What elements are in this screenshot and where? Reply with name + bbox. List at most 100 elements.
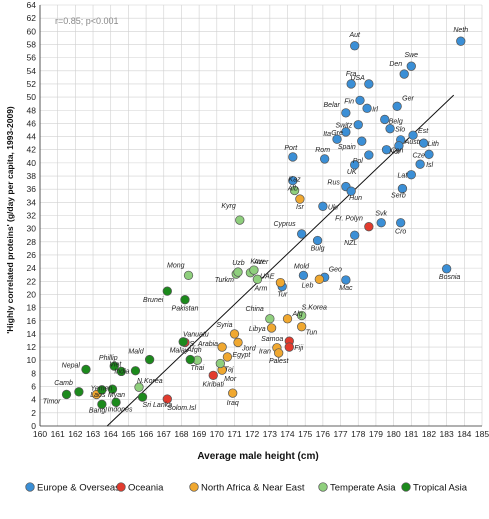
data-point [399, 69, 409, 79]
point-label: Azer [253, 259, 269, 266]
point-label: Uzb [232, 260, 245, 267]
point-label: Kiribati [203, 381, 225, 388]
y-tick-label: 12 [27, 342, 37, 352]
data-point [376, 218, 386, 228]
data-point [74, 387, 84, 397]
y-tick-label: 56 [27, 53, 37, 63]
y-tick-label: 62 [27, 13, 37, 23]
point-label: Sri Lanka [143, 402, 173, 409]
y-tick-label: 6 [31, 382, 36, 392]
point-label: Timor [43, 398, 61, 405]
data-point [319, 154, 330, 164]
y-tick-label: 26 [27, 250, 37, 260]
data-point [208, 370, 218, 380]
tick-labels: 160 161 162 163 164 165 166 167 168 169 170 171 172 1… [27, 0, 489, 439]
legend-label: Temperate Asia [330, 483, 396, 494]
point-label: Port [284, 145, 298, 152]
point-label: Ukr [328, 204, 340, 211]
data-point [396, 218, 406, 228]
point-label: Fiji [294, 345, 303, 352]
data-point [392, 101, 402, 111]
point-label: S. Arabia [190, 341, 219, 348]
point-label: Kyrg [221, 203, 236, 210]
point-label: Viet [109, 361, 122, 368]
point-label: Iran [259, 349, 271, 356]
point-label: Ita [323, 131, 331, 138]
data-point [424, 149, 434, 159]
trendline [106, 94, 455, 427]
data-point [266, 323, 277, 333]
data-point [415, 159, 425, 169]
y-tick-label: 50 [27, 92, 37, 102]
data-point [385, 124, 395, 134]
data-point [215, 358, 225, 369]
x-tick-label: 171 [227, 429, 241, 439]
x-tick-label: 169 [192, 429, 206, 439]
legend-marker [116, 482, 126, 492]
point-label: UAE [260, 274, 275, 281]
data-point [249, 265, 259, 275]
data-point [297, 322, 307, 332]
data-point [185, 354, 195, 365]
point-label: N.Korea [137, 378, 163, 385]
data-point [297, 229, 307, 239]
point-label: Nor [389, 149, 401, 156]
point-label: Arm [253, 285, 267, 292]
y-tick-label: 48 [27, 105, 37, 115]
y-tick-label: 22 [27, 276, 37, 286]
point-label: Swe [404, 52, 418, 59]
x-tick-label: 176 [316, 429, 330, 439]
point-label: Libya [249, 326, 266, 333]
point-label: Svk [375, 211, 387, 218]
y-tick-label: 58 [27, 39, 37, 49]
legend: Europe & Overseas Oceania North Africa & N… [25, 482, 468, 494]
y-tick-label: 10 [27, 355, 37, 365]
data-point [332, 134, 342, 144]
x-tick-label: 170 [210, 429, 224, 439]
point-label: Iraq [227, 400, 239, 407]
data-point [357, 136, 367, 146]
point-label: Bulg [311, 245, 325, 252]
point-label: UK [347, 169, 357, 176]
point-label: Serb [391, 193, 406, 200]
data-point [364, 222, 374, 232]
point-label: Vanuatu [183, 331, 209, 338]
data-point [295, 194, 305, 204]
y-tick-label: 38 [27, 171, 37, 181]
data-point [380, 114, 390, 125]
point-label: Fin [344, 98, 354, 105]
point-label: Est [418, 128, 429, 135]
point-label: Mold [294, 263, 310, 270]
data-point [137, 392, 148, 402]
point-label: Belg [389, 118, 403, 125]
point-label: Aut [348, 32, 361, 39]
data-point [235, 215, 245, 225]
point-label: Isl [426, 162, 433, 169]
point-label: Spain [338, 144, 356, 151]
data-point [265, 314, 275, 324]
point-label: Lith [428, 141, 439, 148]
x-tick-label: 174 [280, 429, 294, 439]
data-point [364, 150, 374, 160]
data-point [252, 274, 263, 284]
point-label: Pol [353, 158, 364, 165]
data-point [406, 61, 416, 71]
data-point [228, 388, 238, 398]
data-point [288, 175, 298, 186]
y-tick-label: 18 [27, 303, 37, 313]
x-tick-label: 180 [387, 429, 401, 439]
legend-marker [25, 482, 35, 492]
point-label: Isr [296, 204, 304, 211]
x-tick-label: 160 [33, 429, 47, 439]
point-label: Fra [346, 71, 357, 78]
x-axis-title: Average male height (cm) [197, 451, 318, 462]
data-point [130, 366, 141, 376]
data-point [362, 103, 372, 113]
point-label: Palest [269, 358, 290, 365]
legend-label: North Africa & Near East [201, 483, 305, 494]
point-label: Slo [395, 127, 405, 134]
y-tick-label: 44 [27, 132, 37, 142]
point-label: Can [391, 148, 404, 155]
data-point [144, 354, 155, 365]
data-point [408, 130, 418, 140]
